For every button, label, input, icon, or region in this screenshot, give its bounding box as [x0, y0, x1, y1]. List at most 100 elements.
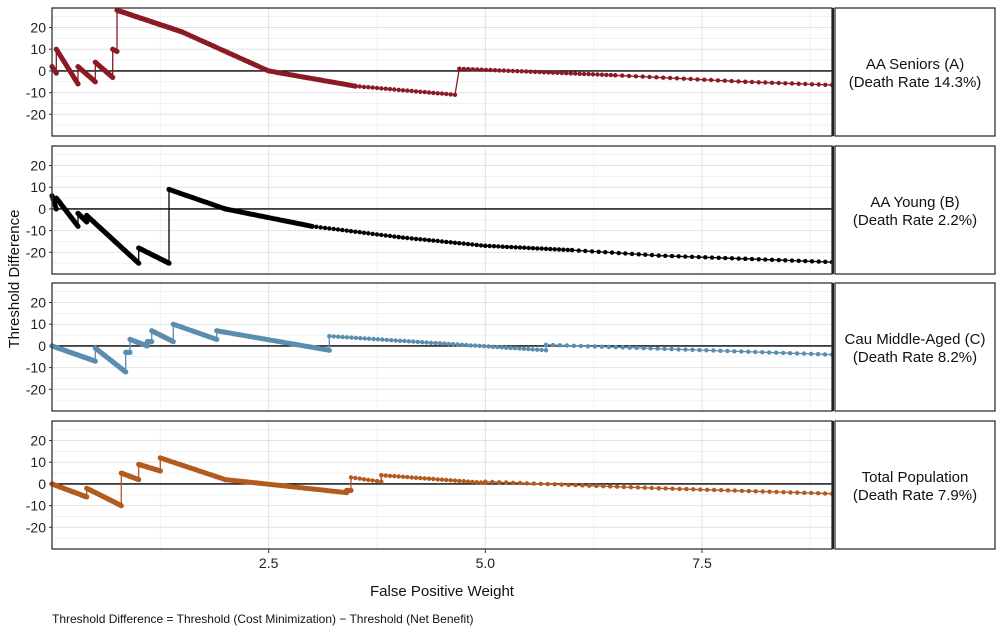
data-point: [379, 232, 384, 238]
data-point: [383, 86, 388, 91]
data-point: [361, 84, 367, 90]
data-point: [823, 259, 828, 264]
data-point: [595, 72, 600, 77]
data-point: [589, 249, 595, 254]
data-point: [444, 239, 449, 245]
data-point: [535, 347, 540, 352]
y-axis-title: Threshold Difference: [6, 210, 23, 349]
data-point: [689, 254, 695, 259]
data-point: [648, 346, 653, 351]
data-point: [470, 242, 475, 247]
y-tick-label: 10: [30, 179, 46, 195]
data-point: [649, 252, 655, 258]
data-point: [769, 257, 775, 262]
facet-label: (Death Rate 7.9%): [853, 487, 977, 504]
data-point: [409, 236, 414, 241]
data-point: [431, 90, 436, 96]
data-point: [327, 226, 332, 231]
data-point: [509, 244, 514, 250]
data-point: [53, 70, 59, 76]
data-point: [677, 486, 682, 492]
data-point: [803, 258, 808, 264]
major-gridlines: [52, 283, 832, 411]
data-point: [599, 72, 605, 77]
data-point: [528, 69, 533, 74]
data-point: [565, 247, 570, 253]
data-point: [335, 227, 341, 232]
data-point: [370, 478, 375, 483]
data-point: [559, 70, 564, 76]
data-point: [621, 484, 627, 490]
data-point: [374, 85, 380, 91]
facet-panel: -20 -10 0 10 20 AA Young (B)(Death Rate 2.2%): [26, 145, 996, 275]
x-axis-title: False Positive Weight: [370, 583, 515, 600]
data-point: [776, 80, 781, 86]
data-point: [716, 255, 721, 260]
data-point: [420, 340, 425, 345]
data-point: [487, 243, 492, 249]
data-point: [353, 475, 358, 481]
data-point: [314, 224, 319, 229]
series-0: [49, 7, 835, 98]
data-point: [517, 480, 523, 486]
data-point: [557, 343, 563, 348]
data-point: [512, 346, 518, 351]
data-point: [697, 347, 702, 353]
facet-label: (Death Rate 8.2%): [853, 349, 977, 366]
data-point: [435, 91, 440, 96]
data-point: [715, 78, 721, 83]
data-point: [794, 351, 800, 356]
data-point: [620, 73, 625, 78]
data-point: [601, 484, 606, 489]
data-point: [578, 343, 584, 349]
y-tick-label: -10: [26, 498, 46, 514]
data-point: [475, 67, 480, 72]
data-point: [446, 341, 451, 347]
data-point: [669, 346, 674, 352]
data-point: [374, 232, 380, 237]
data-point: [515, 69, 520, 74]
data-point: [614, 484, 620, 489]
data-point: [500, 244, 505, 249]
data-point: [170, 339, 176, 345]
data-point: [760, 489, 765, 494]
data-point: [787, 351, 793, 356]
data-point: [539, 246, 544, 251]
data-point: [435, 238, 440, 244]
y-tick-label: -10: [26, 85, 46, 101]
data-point: [581, 71, 587, 77]
data-point: [585, 344, 591, 349]
data-point: [739, 349, 744, 354]
data-point: [550, 70, 556, 75]
data-point: [123, 369, 129, 375]
data-point: [457, 66, 462, 71]
data-point: [688, 76, 693, 82]
data-point: [418, 237, 423, 242]
data-point: [413, 89, 419, 94]
data-point: [84, 219, 90, 225]
data-point: [815, 491, 821, 496]
data-point: [504, 345, 509, 350]
x-tick-label: 5.0: [476, 555, 496, 571]
data-point: [442, 341, 447, 346]
data-point: [690, 347, 695, 352]
data-point: [466, 66, 471, 72]
data-point: [409, 88, 414, 94]
data-point: [387, 233, 393, 239]
data-point: [774, 489, 779, 495]
data-point: [576, 248, 581, 253]
y-tick-label: 0: [38, 338, 46, 354]
data-point: [823, 82, 828, 88]
data-point: [573, 71, 578, 76]
y-tick-label: -20: [26, 381, 46, 397]
data-point: [459, 342, 465, 347]
data-point: [144, 343, 150, 349]
data-point: [647, 74, 652, 80]
data-point: [392, 474, 397, 479]
data-point: [776, 257, 781, 263]
data-point: [366, 85, 371, 90]
data-point: [478, 480, 484, 485]
data-point: [796, 258, 801, 263]
data-point: [309, 224, 315, 229]
data-point: [366, 336, 372, 341]
